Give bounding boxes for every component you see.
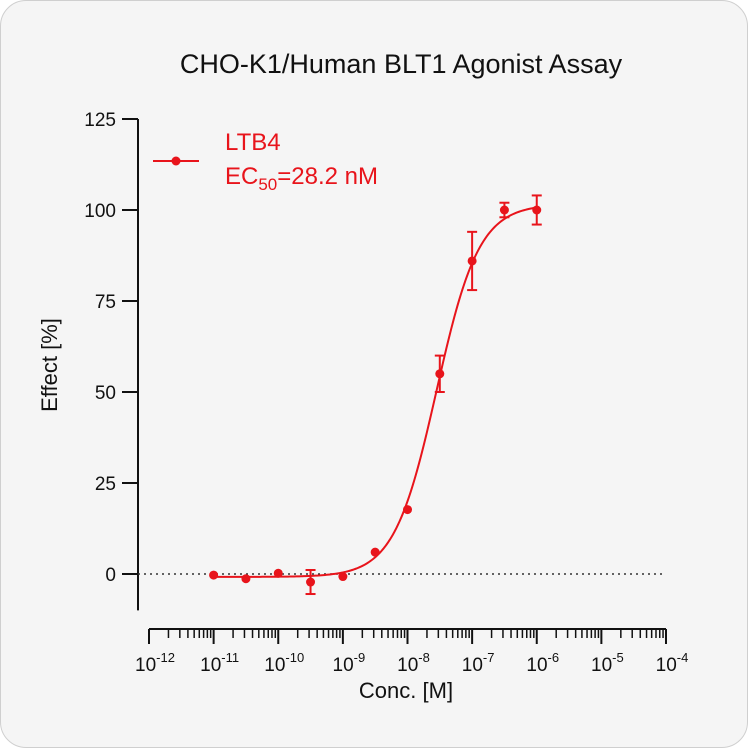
x-tick-label: 10-11 — [200, 650, 239, 676]
legend-series-name: LTB4 — [225, 129, 281, 156]
data-point — [403, 505, 412, 515]
error-bars — [305, 194, 542, 596]
x-tick-label: 10-9 — [333, 650, 366, 676]
x-axis: 10-12 10-11 10-10 10-9 10-8 10-7 10-6 10-5 10-4 — [135, 628, 689, 676]
data-point — [532, 205, 542, 215]
legend-marker — [171, 156, 181, 166]
y-tick-label: 50 — [95, 383, 116, 404]
y-tick-label: 125 — [84, 110, 116, 131]
y-axis-label: Effect [%] — [37, 318, 62, 412]
y-tick-label: 75 — [95, 292, 116, 313]
data-point — [306, 577, 316, 587]
y-tick-label: 100 — [84, 201, 116, 222]
legend: LTB4 EC50=28.2 nM — [153, 129, 378, 194]
data-point — [338, 572, 348, 582]
y-tick-label: 25 — [95, 474, 116, 495]
x-axis-label: Conc. [M] — [359, 678, 453, 703]
x-tick-label: 10-4 — [656, 650, 689, 676]
data-point — [241, 574, 251, 584]
data-point — [370, 547, 380, 557]
x-tick-label: 10-8 — [397, 650, 430, 676]
data-point — [467, 256, 477, 266]
chart-title: CHO-K1/Human BLT1 Agonist Assay — [179, 49, 623, 79]
y-tick-label: 0 — [105, 565, 116, 586]
x-tick-label: 10-7 — [462, 650, 495, 676]
data-point — [499, 205, 509, 215]
data-point — [209, 570, 219, 580]
data-point — [435, 369, 445, 379]
fit-curve — [213, 206, 537, 578]
y-axis: 0 25 50 75 100 125 — [84, 110, 139, 611]
legend-ec50: EC50=28.2 nM — [225, 163, 378, 194]
x-tick-label: 10-6 — [526, 650, 559, 676]
x-tick-label: 10-12 — [135, 650, 175, 676]
fit-curve-path — [213, 206, 537, 578]
x-tick-label: 10-5 — [591, 650, 624, 676]
data-points — [209, 205, 542, 587]
x-tick-label: 10-10 — [264, 650, 304, 676]
data-point — [273, 568, 283, 578]
